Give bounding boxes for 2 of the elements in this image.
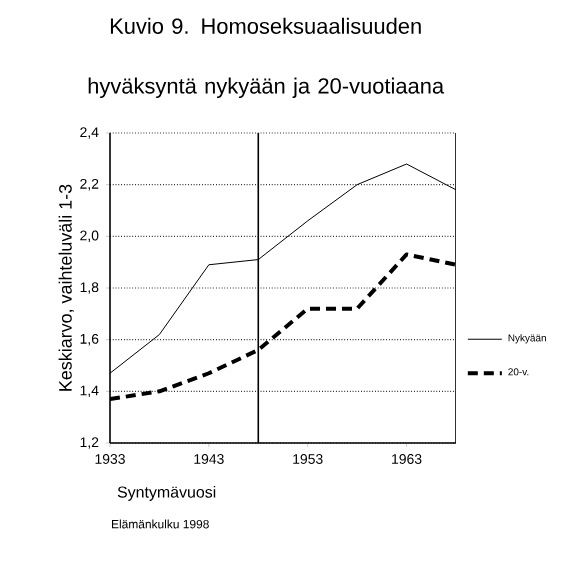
- y-axis-title: Keskiarvo, vaihteluväli 1-3: [58, 184, 74, 391]
- chart-title: Kuvio 9. Homoseksuaalisuuden hyväksyntä nykyään ja 20-vuotiaana: [88, 17, 445, 98]
